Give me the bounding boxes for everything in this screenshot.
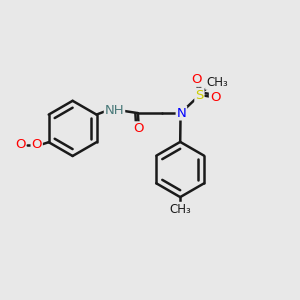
Text: CH₃: CH₃ — [169, 202, 191, 216]
Text: NH: NH — [105, 104, 124, 117]
Text: O: O — [15, 138, 26, 151]
Text: O: O — [191, 73, 202, 86]
Text: O: O — [210, 91, 220, 104]
Text: CH₃: CH₃ — [206, 76, 228, 89]
Text: N: N — [176, 106, 186, 120]
Text: O: O — [32, 138, 42, 151]
Text: O: O — [134, 122, 144, 135]
Text: S: S — [195, 88, 204, 102]
